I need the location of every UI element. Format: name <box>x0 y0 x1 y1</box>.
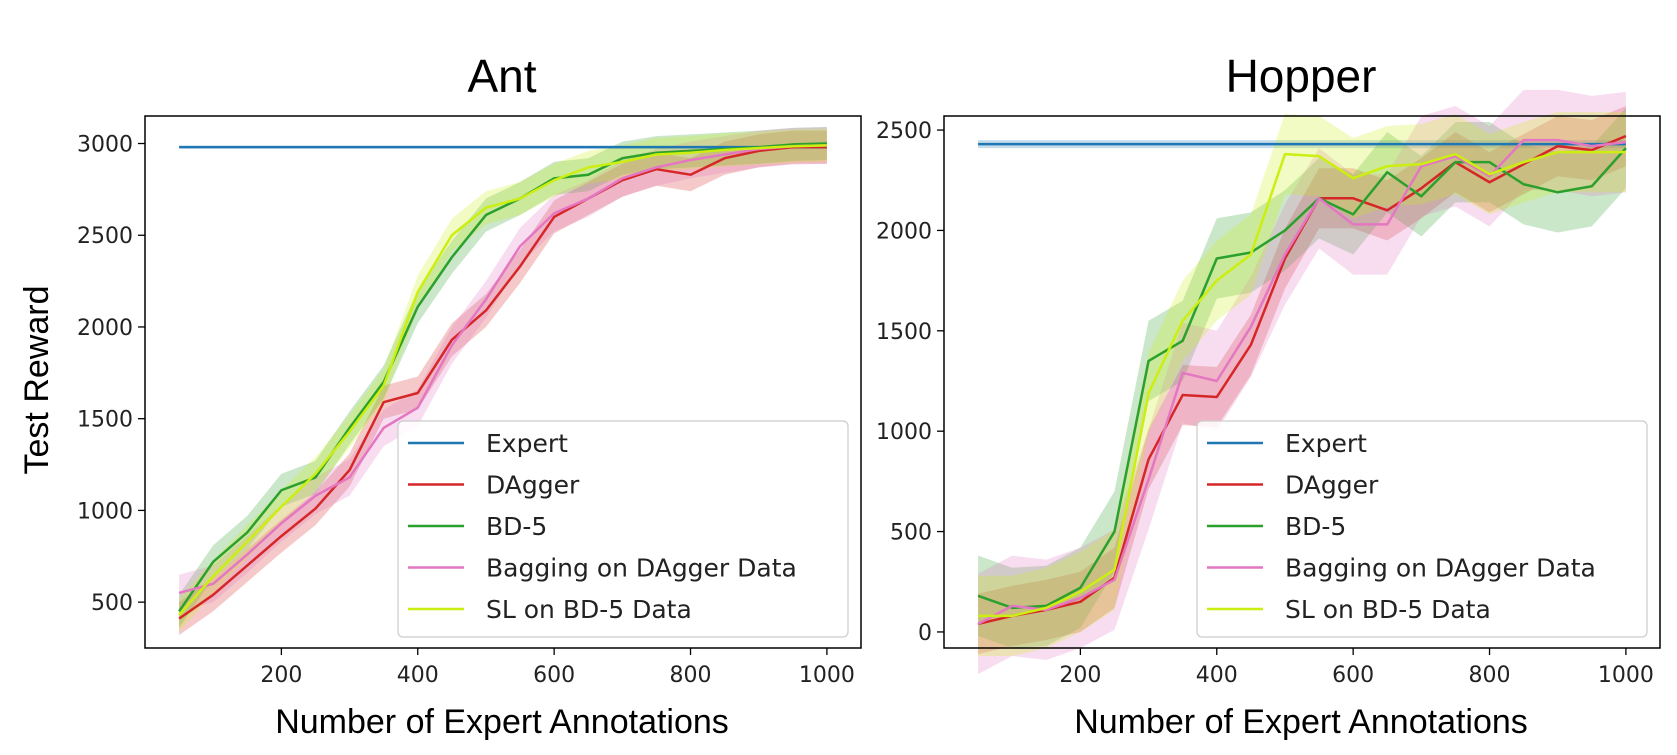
ant-legend-label-bagging-on-dagger-data: Bagging on DAgger Data <box>486 554 797 583</box>
hopper-band-bagging-on-dagger-data <box>978 89 1626 675</box>
hopper-ytick-label: 0 <box>918 621 932 646</box>
ant-legend: Expert DAgger BD-5 Bagging on DAgger Data SL… <box>397 420 849 638</box>
hopper-xtick-label: 600 <box>1332 663 1374 688</box>
hopper-band-dagger <box>978 105 1626 655</box>
ant-band-dagger <box>179 130 827 636</box>
hopper-xtick-label: 1000 <box>1598 663 1654 688</box>
figure-ylabel: Test Reward <box>18 286 56 475</box>
ant-xtick-label: 200 <box>260 663 302 688</box>
ant-legend-box <box>397 420 849 638</box>
hopper-legend-label-bagging-on-dagger-data: Bagging on DAgger Data <box>1285 554 1596 583</box>
hopper-line-bagging-on-dagger-data <box>977 138 1627 626</box>
hopper-legend-label-bd-5: BD-5 <box>1285 512 1346 541</box>
ant-ytick-label: 2000 <box>77 316 133 341</box>
ant-ticks: 200 400 600 800 1000 500 1000 1500 2000 2500 3000 <box>77 133 855 688</box>
ant-ytick-label: 2500 <box>77 224 133 249</box>
ant-line-bagging-on-dagger-data <box>178 144 827 595</box>
ant-ytick-label: 3000 <box>77 133 133 158</box>
ant-plot-frame <box>144 115 862 649</box>
hopper-ytick-label: 2500 <box>876 119 932 144</box>
hopper-line-sl-on-bd-5-data <box>978 150 1626 618</box>
hopper-legend-label-dagger: DAgger <box>1285 471 1379 500</box>
ant-xtick-label: 800 <box>670 663 712 688</box>
ant-line-sl-on-bd-5-data <box>178 144 827 616</box>
ant-line-dagger <box>178 145 827 620</box>
ant-legend-label-sl-on-bd-5-data: SL on BD-5 Data <box>486 595 692 624</box>
ant-ytick-label: 500 <box>91 591 133 616</box>
hopper-xtick-label: 400 <box>1196 663 1238 688</box>
ant-xtick-label: 400 <box>397 663 439 688</box>
ant-legend-label-dagger: DAgger <box>486 471 580 500</box>
ant-chart: Ant 200 400 600 800 1000 500 1000 1500 2000 2500 3… <box>77 50 862 741</box>
ant-legend-label-bd-5: BD-5 <box>486 512 547 541</box>
hopper-ytick-label: 1000 <box>876 420 932 445</box>
hopper-chart-title: Hopper <box>1226 50 1377 102</box>
hopper-band-sl-on-bd-5-data <box>978 111 1626 657</box>
ant-xtick-label: 600 <box>533 663 575 688</box>
hopper-ytick-label: 500 <box>890 521 932 546</box>
hopper-xlabel: Number of Expert Annotations <box>1074 703 1528 741</box>
ant-xlabel: Number of Expert Annotations <box>275 703 729 741</box>
hopper-legend-label-expert: Expert <box>1285 429 1367 458</box>
hopper-ytick-label: 1500 <box>876 320 932 345</box>
ant-chart-title: Ant <box>467 50 536 102</box>
ant-lines <box>178 142 827 620</box>
hopper-plot-frame <box>943 115 1661 649</box>
hopper-legend: Expert DAgger BD-5 Bagging on DAgger Data SL… <box>1196 420 1648 638</box>
hopper-ticks: 200 400 600 800 1000 0 500 1000 1500 2000 2500 <box>876 119 1654 688</box>
hopper-xtick-label: 800 <box>1469 663 1511 688</box>
ant-legend-label-expert: Expert <box>486 429 568 458</box>
ant-ytick-label: 1500 <box>77 408 133 433</box>
hopper-chart: Hopper 200 400 600 800 100005001000150020002… <box>876 50 1661 741</box>
ant-band-bagging-on-dagger-data <box>179 127 827 612</box>
hopper-xtick-label: 200 <box>1059 663 1101 688</box>
hopper-lines <box>977 134 1627 626</box>
ant-xtick-label: 1000 <box>799 663 855 688</box>
hopper-line-bd-5 <box>977 147 1627 610</box>
hopper-ytick-label: 2000 <box>876 219 932 244</box>
ant-ytick-label: 1000 <box>77 499 133 524</box>
hopper-legend-box <box>1196 420 1648 638</box>
hopper-legend-label-sl-on-bd-5-data: SL on BD-5 Data <box>1285 595 1491 624</box>
